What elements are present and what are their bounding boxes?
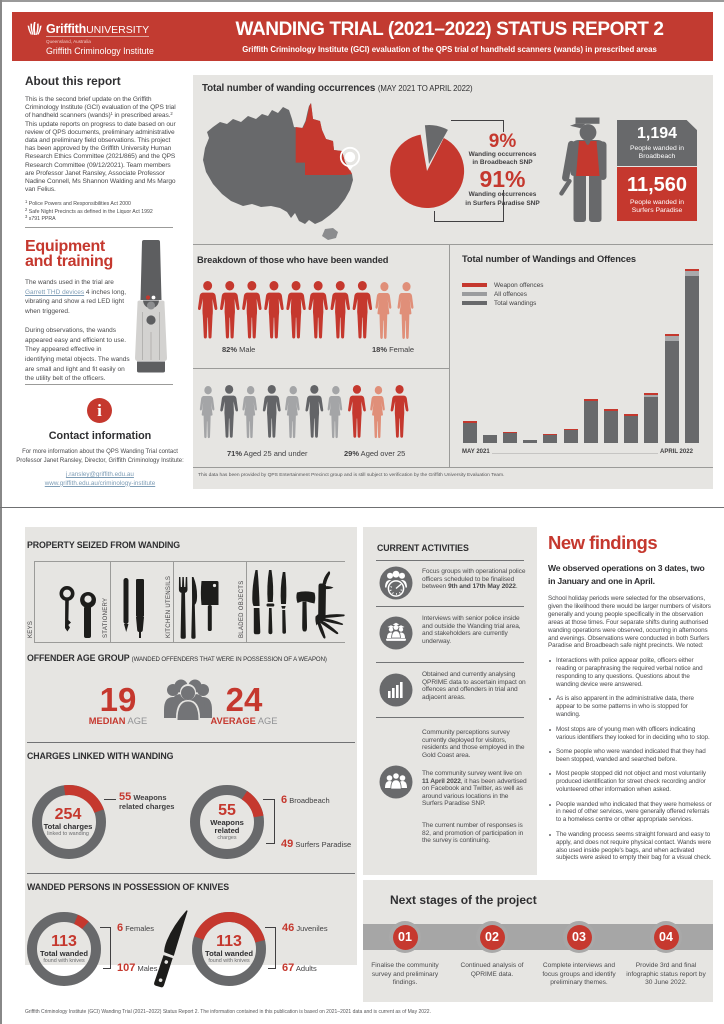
svg-text:STATIONERY: STATIONERY [103, 598, 109, 638]
svg-text:BLADED OBJECTS: BLADED OBJECTS [239, 580, 245, 638]
svg-text:KITCHEN UTENSILS: KITCHEN UTENSILS [166, 576, 172, 638]
svg-text:KEYS: KEYS [28, 621, 34, 638]
